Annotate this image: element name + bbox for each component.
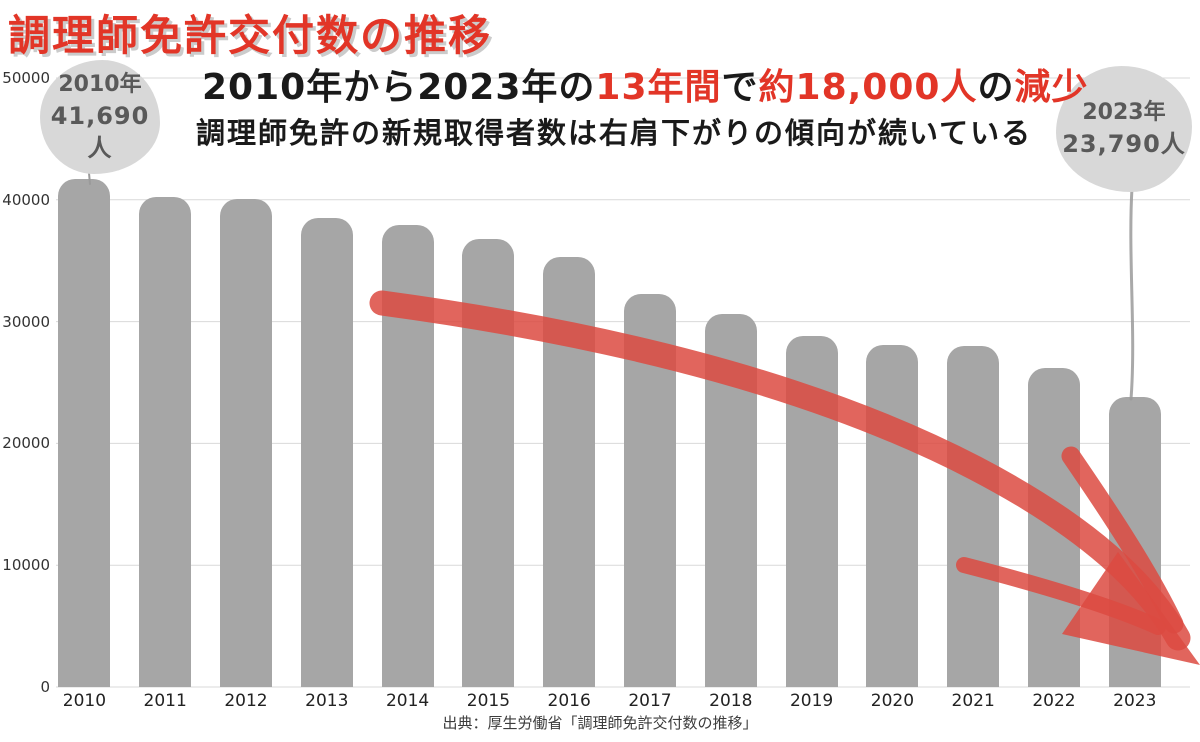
headline-segment: 2010年から2023年の <box>202 67 596 108</box>
bar-2012 <box>220 198 272 687</box>
callout-2023-value: 23,790人 <box>1062 130 1186 158</box>
bar-2021 <box>947 345 1000 687</box>
bar-2017 <box>624 293 676 687</box>
x-axis-label-2016: 2016 <box>547 691 591 711</box>
x-axis-label-2015: 2015 <box>466 691 511 711</box>
x-axis-label-2018: 2018 <box>709 691 753 711</box>
headline: 2010年から2023年の13年間で約18,000人の減少 <box>202 58 1088 110</box>
headline-segment: 減少 <box>1014 67 1089 108</box>
bar-2019 <box>785 336 838 687</box>
y-axis-label-0: 0 <box>40 678 50 696</box>
y-axis-label-50000: 50000 <box>2 69 50 87</box>
leader-line-2023 <box>1129 186 1135 401</box>
headline-segment: で <box>721 67 759 108</box>
subheadline: 調理師免許の新規取得者数は右肩下がりの傾向が続いている <box>196 116 1033 150</box>
bar-2014 <box>381 225 434 687</box>
callout-2023-year: 2023年 <box>1082 100 1166 125</box>
bar-2023 <box>1108 397 1161 687</box>
bar-2016 <box>543 257 596 687</box>
x-axis-label-2014: 2014 <box>385 691 430 711</box>
y-axis-label-20000: 20000 <box>2 434 50 453</box>
bar-2015 <box>462 238 515 687</box>
y-axis-label-40000: 40000 <box>2 190 50 209</box>
callout-2010: 2010年 41,690人 <box>40 60 160 174</box>
callout-2023: 2023年 23,790人 <box>1056 66 1192 192</box>
headline-segment: 約18,000人 <box>758 67 978 108</box>
source-note: 出典：厚生労働省「調理師免許交付数の推移」 <box>442 714 758 732</box>
x-axis-label-2019: 2019 <box>789 691 834 711</box>
bar-2010 <box>58 179 111 687</box>
page-title: 調理師免許交付数の推移 <box>8 11 493 60</box>
headline-segment: 13年間 <box>595 67 722 108</box>
bar-2011 <box>139 196 192 687</box>
bar-2022 <box>1028 367 1080 687</box>
x-axis-label-2023: 2023 <box>1113 691 1157 711</box>
y-axis-label-30000: 30000 <box>2 312 50 331</box>
bar-2013 <box>300 218 353 687</box>
x-axis-label-2021: 2021 <box>951 691 995 711</box>
x-axis-label-2017: 2017 <box>628 691 672 711</box>
bar-2018 <box>704 314 757 687</box>
y-axis-label-10000: 10000 <box>2 556 50 575</box>
x-axis-label-2013: 2013 <box>305 691 349 711</box>
headline-segment: の <box>977 67 1015 108</box>
callout-2010-value: 41,690人 <box>50 102 150 162</box>
bar-2020 <box>866 344 919 687</box>
x-axis-label-2022: 2022 <box>1032 691 1076 711</box>
x-axis-label-2010: 2010 <box>62 691 107 711</box>
x-axis-label-2012: 2012 <box>224 691 268 711</box>
callout-2010-year: 2010年 <box>58 72 142 97</box>
x-axis-label-2011: 2011 <box>143 691 187 711</box>
x-axis-label-2020: 2020 <box>870 691 915 711</box>
